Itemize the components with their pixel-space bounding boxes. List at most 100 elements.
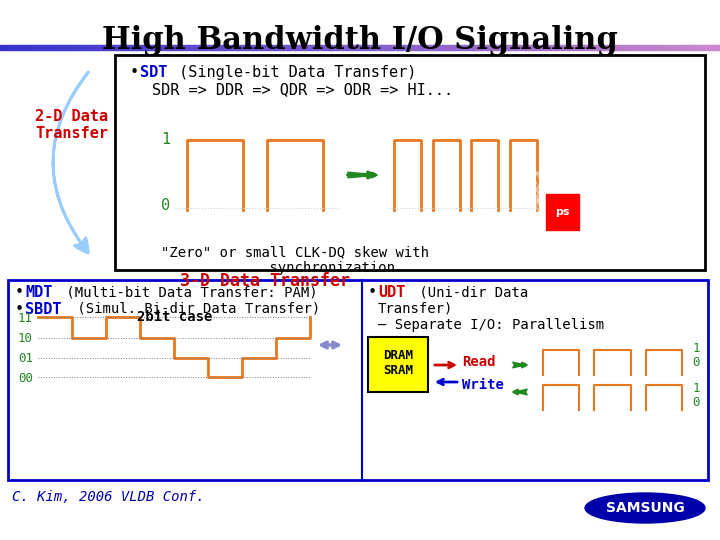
Bar [604, 45, 605, 50]
Bar [685, 45, 686, 50]
Bar [457, 45, 458, 50]
Bar [495, 45, 496, 50]
Bar [98, 45, 99, 50]
Bar [303, 45, 304, 50]
Bar [473, 45, 474, 50]
Bar [687, 45, 688, 50]
Bar [213, 45, 214, 50]
Bar [355, 45, 356, 50]
Bar [45, 45, 46, 50]
Bar [642, 45, 643, 50]
Bar [650, 45, 651, 50]
Bar [624, 45, 625, 50]
Text: MDT: MDT [25, 285, 53, 300]
Bar [16, 45, 17, 50]
Bar [155, 45, 156, 50]
Bar [508, 45, 509, 50]
Bar [310, 45, 311, 50]
Bar [58, 45, 59, 50]
Bar [431, 45, 432, 50]
Bar [17, 45, 18, 50]
Bar [479, 45, 480, 50]
Bar [581, 45, 582, 50]
Bar [659, 45, 660, 50]
Bar [683, 45, 684, 50]
Bar [563, 45, 564, 50]
Text: 1: 1 [693, 381, 700, 395]
Bar [524, 45, 525, 50]
Bar [446, 45, 447, 50]
Text: – Separate I/O: Parallelism: – Separate I/O: Parallelism [378, 318, 604, 332]
Bar [716, 45, 717, 50]
Bar [462, 45, 463, 50]
Bar [388, 45, 389, 50]
Bar [39, 45, 40, 50]
Bar [635, 45, 636, 50]
Bar [96, 45, 97, 50]
Bar [329, 45, 330, 50]
Bar [227, 45, 228, 50]
Bar [299, 45, 300, 50]
Bar [241, 45, 242, 50]
Bar [312, 45, 313, 50]
Bar [655, 45, 656, 50]
Bar [3, 45, 4, 50]
Text: •: • [15, 302, 33, 317]
Bar [13, 45, 14, 50]
Bar [690, 45, 691, 50]
Bar [95, 45, 96, 50]
Bar [636, 45, 637, 50]
Bar [418, 45, 419, 50]
Bar [114, 45, 115, 50]
Bar [718, 45, 719, 50]
Bar [300, 45, 301, 50]
Bar [88, 45, 89, 50]
Bar [331, 45, 332, 50]
Bar [489, 45, 490, 50]
Bar [464, 45, 465, 50]
Bar [436, 45, 437, 50]
Text: SAMSUNG: SAMSUNG [606, 501, 685, 515]
Text: C. Kim, 2006 VLDB Conf.: C. Kim, 2006 VLDB Conf. [12, 490, 204, 504]
Bar [351, 45, 352, 50]
Bar [328, 45, 329, 50]
Bar [57, 45, 58, 50]
Bar [515, 45, 516, 50]
Bar [150, 45, 151, 50]
Bar [537, 45, 538, 50]
Text: (Single-bit Data Transfer): (Single-bit Data Transfer) [170, 65, 416, 80]
Bar [205, 45, 206, 50]
Bar [383, 45, 384, 50]
Bar [712, 45, 713, 50]
Bar [110, 45, 111, 50]
Bar [414, 45, 415, 50]
Bar [313, 45, 314, 50]
Bar [474, 45, 475, 50]
Bar [613, 45, 614, 50]
Bar [232, 45, 233, 50]
Text: 0: 0 [693, 355, 700, 368]
Bar [602, 45, 603, 50]
Text: 2bit case: 2bit case [138, 310, 212, 324]
Bar [564, 45, 565, 50]
Bar [315, 45, 316, 50]
Bar [706, 45, 707, 50]
Bar [416, 45, 417, 50]
Text: 00: 00 [18, 372, 33, 384]
Bar [287, 45, 288, 50]
Bar [192, 45, 193, 50]
Text: Read: Read [462, 355, 495, 369]
Bar [671, 45, 672, 50]
Bar [222, 45, 223, 50]
Bar [362, 45, 363, 50]
Bar [586, 45, 587, 50]
Bar [41, 45, 42, 50]
Bar [126, 45, 127, 50]
Bar [200, 45, 201, 50]
Bar [648, 45, 649, 50]
Bar [293, 45, 294, 50]
Bar [188, 45, 189, 50]
Bar [33, 45, 34, 50]
Bar [149, 45, 150, 50]
Bar [18, 45, 19, 50]
